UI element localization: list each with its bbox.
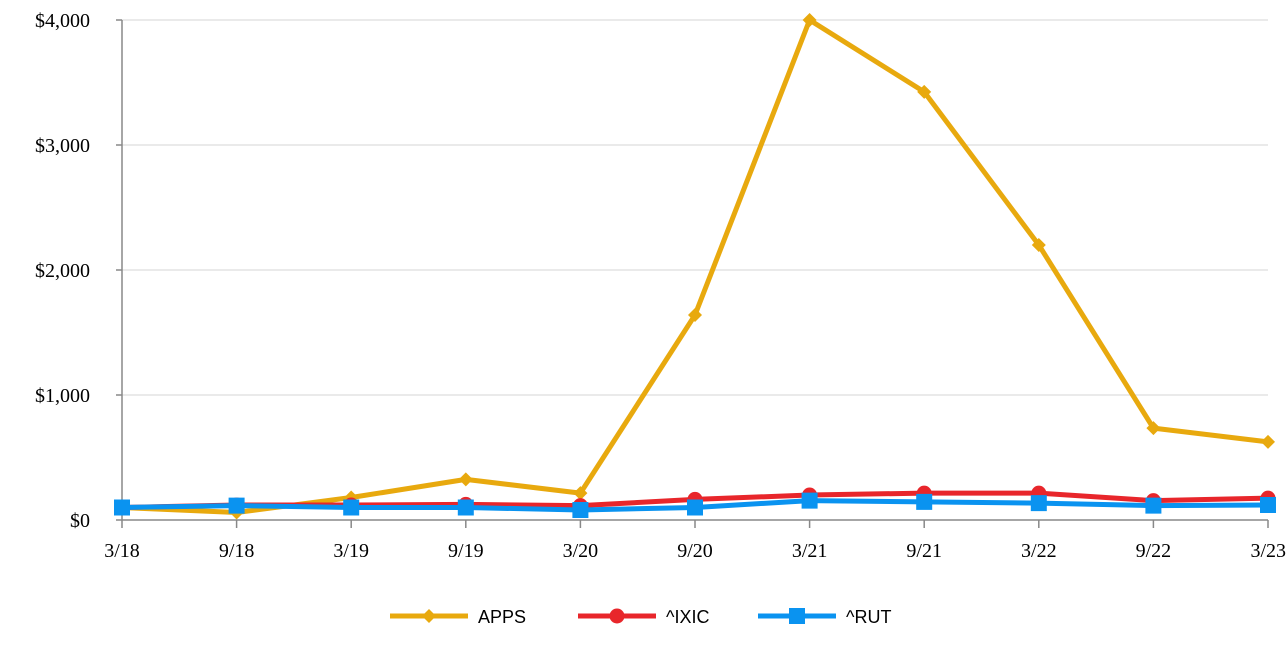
y-tick-label: $1,000 <box>35 385 90 407</box>
data-point-apps <box>802 13 817 27</box>
legend-swatch-marker <box>422 609 436 623</box>
series-apps <box>115 13 1275 520</box>
data-point-rut <box>114 499 130 516</box>
x-tick-label: 3/22 <box>1021 540 1057 562</box>
legend-swatch-marker <box>609 608 625 624</box>
x-tick-label: 9/19 <box>448 540 484 562</box>
data-point-rut <box>1030 495 1047 512</box>
legend-item-rut: ^RUT <box>758 607 891 627</box>
y-tick-label: $0 <box>70 510 90 532</box>
x-tick-label: 3/18 <box>104 540 140 562</box>
data-point-apps <box>1031 238 1046 252</box>
gridlines <box>116 19 1268 521</box>
data-point-rut <box>228 497 245 514</box>
y-tick-label: $4,000 <box>35 10 90 32</box>
data-point-rut <box>343 499 360 516</box>
data-point-rut <box>687 499 703 516</box>
data-point-apps <box>1146 421 1161 436</box>
x-tick-label: 9/21 <box>906 540 942 562</box>
x-tick-label: 3/21 <box>792 540 828 562</box>
legend-swatch-marker <box>789 608 805 624</box>
x-tick-label: 3/23 <box>1250 540 1286 562</box>
series-rut <box>114 492 1276 518</box>
data-point-apps <box>573 486 588 501</box>
legend-label: ^RUT <box>846 607 891 627</box>
data-point-rut <box>801 492 818 509</box>
legend: APPS ^IXIC ^RUT <box>390 607 891 627</box>
data-point-rut <box>1260 497 1276 513</box>
y-tick-label: $3,000 <box>35 135 90 157</box>
data-point-rut <box>572 502 589 518</box>
x-tick-label: 3/19 <box>333 540 369 562</box>
y-tick-labels: $0 $1,000 $2,000 $3,000 $4,000 <box>35 10 90 532</box>
legend-item-ixic: ^IXIC <box>578 607 709 627</box>
legend-label: APPS <box>478 607 526 627</box>
x-tick-label: 9/20 <box>677 540 713 562</box>
legend-item-apps: APPS <box>390 607 526 627</box>
series-line-apps <box>121 17 1269 515</box>
x-tick-labels: 3/18 9/18 3/19 9/19 3/20 9/20 3/21 9/21 3/22 9/22… <box>104 520 1286 562</box>
data-point-apps <box>1261 434 1275 449</box>
data-point-apps <box>458 472 473 487</box>
legend-label: ^IXIC <box>666 607 709 627</box>
data-point-rut <box>457 499 474 516</box>
data-point-apps <box>688 308 702 322</box>
series <box>114 13 1276 520</box>
x-tick-label: 9/18 <box>219 540 255 562</box>
data-point-apps <box>917 84 932 99</box>
y-tick-label: $2,000 <box>35 260 90 282</box>
x-tick-label: 3/20 <box>563 540 599 562</box>
data-point-rut <box>916 493 933 510</box>
x-tick-label: 9/22 <box>1136 540 1172 562</box>
data-point-rut <box>1145 497 1162 514</box>
